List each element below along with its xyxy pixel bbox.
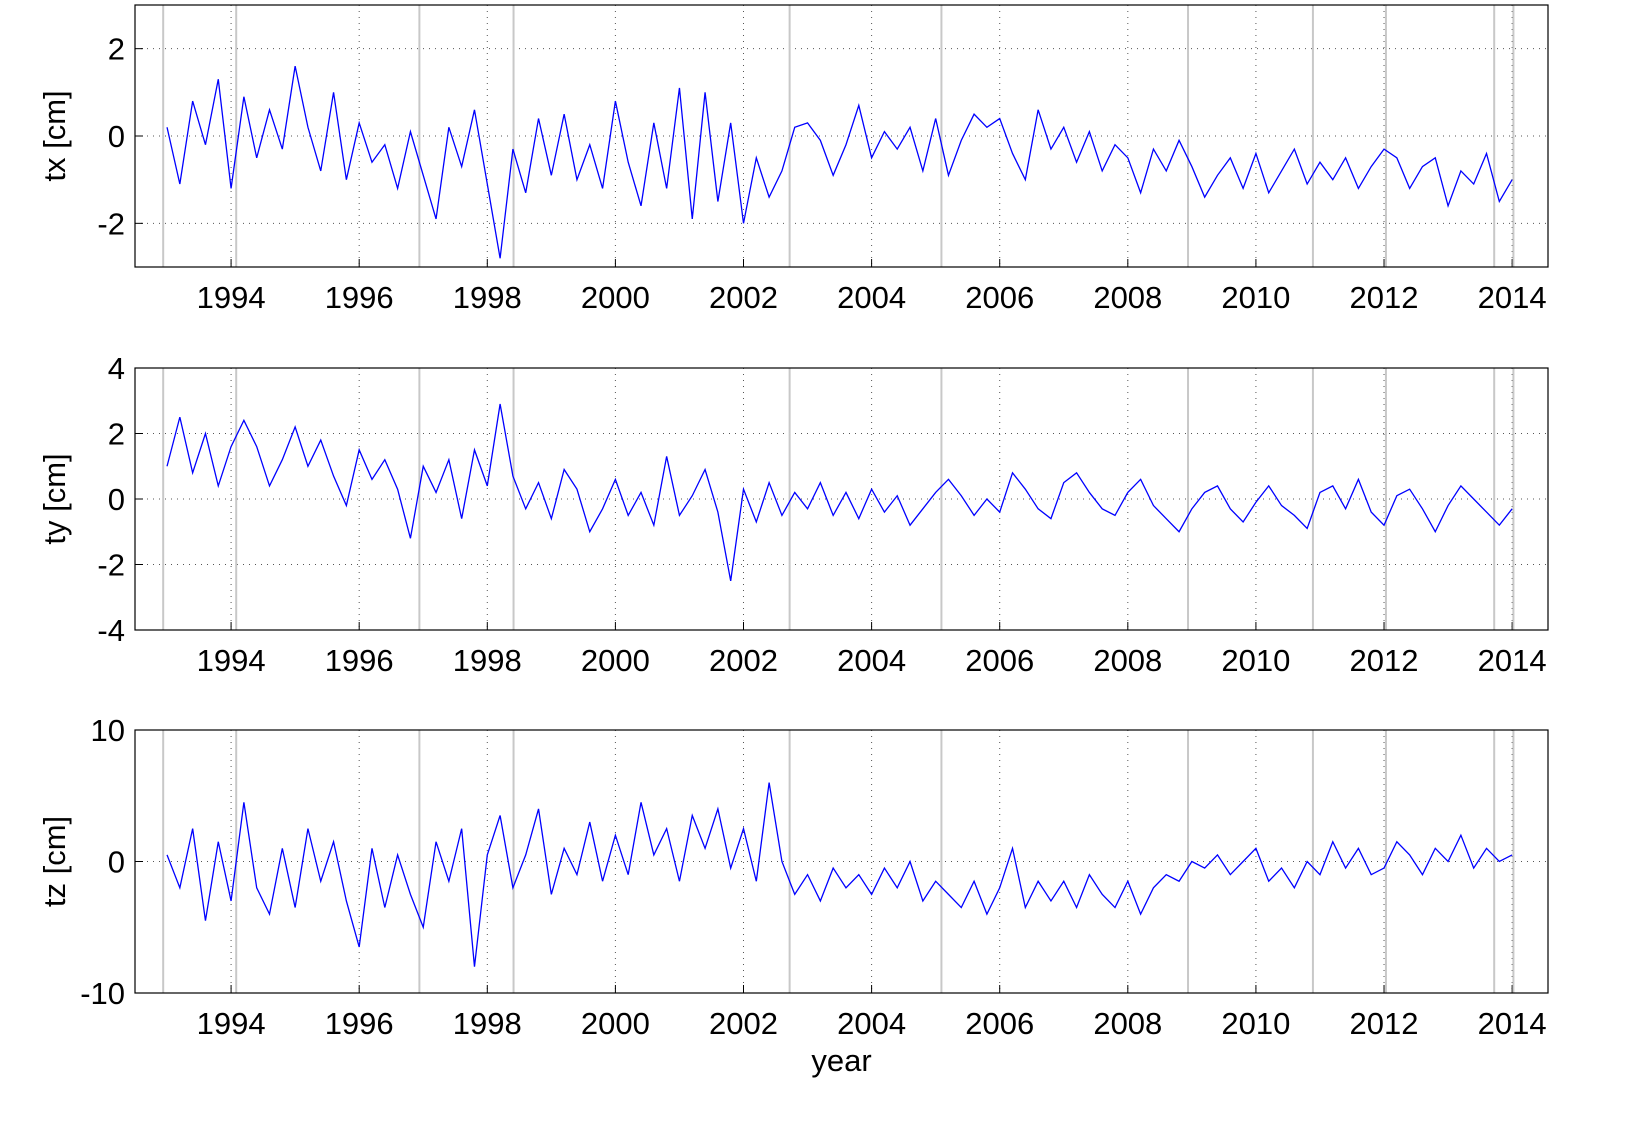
- x-tick-label: 1996: [325, 1006, 394, 1041]
- y-axis-label: ty [cm]: [37, 453, 72, 544]
- x-tick-label: 2014: [1478, 643, 1547, 678]
- x-tick-label: 1998: [453, 643, 522, 678]
- x-tick-label: 1996: [325, 643, 394, 678]
- x-tick-label: 2014: [1478, 1006, 1547, 1041]
- x-tick-label: 1998: [453, 280, 522, 315]
- x-axis-label: year: [811, 1043, 871, 1078]
- x-tick-label: 2006: [965, 1006, 1034, 1041]
- x-tick-label: 2014: [1478, 280, 1547, 315]
- x-tick-label: 1994: [197, 280, 266, 315]
- x-tick-label: 1994: [197, 1006, 266, 1041]
- data-line: [166, 403, 1513, 581]
- y-tick-label: 0: [108, 482, 125, 517]
- axes-frame: [134, 4, 1549, 268]
- x-tick-label: 2002: [709, 280, 778, 315]
- y-tick-label: -2: [97, 548, 125, 583]
- axes-frame: [134, 367, 1549, 631]
- y-tick-label: 0: [108, 119, 125, 154]
- x-tick-label: 2010: [1221, 280, 1290, 315]
- y-tick-label: 2: [108, 417, 125, 452]
- plot-area: [135, 5, 1548, 267]
- x-tick-label: 2010: [1221, 643, 1290, 678]
- x-tick-label: 2008: [1093, 280, 1162, 315]
- x-tick-label: 2010: [1221, 1006, 1290, 1041]
- x-tick-label: 2000: [581, 1006, 650, 1041]
- y-tick-label: -10: [80, 976, 125, 1011]
- x-tick-label: 2012: [1350, 280, 1419, 315]
- x-tick-label: 1996: [325, 280, 394, 315]
- y-tick-label: 0: [108, 845, 125, 880]
- x-tick-label: 2006: [965, 280, 1034, 315]
- plot-area: [135, 368, 1548, 630]
- y-tick-label: 2: [108, 32, 125, 67]
- x-tick-label: 2008: [1093, 1006, 1162, 1041]
- x-tick-label: 2008: [1093, 643, 1162, 678]
- x-tick-label: 1994: [197, 643, 266, 678]
- data-line: [166, 782, 1513, 967]
- y-axis-label: tz [cm]: [37, 816, 72, 907]
- y-axis-label: tx [cm]: [37, 90, 72, 181]
- x-tick-label: 2002: [709, 1006, 778, 1041]
- y-tick-label: -4: [97, 613, 125, 648]
- y-tick-label: 4: [108, 351, 125, 386]
- x-tick-label: 2004: [837, 280, 906, 315]
- x-tick-label: 2012: [1350, 1006, 1419, 1041]
- plot-area: [135, 730, 1548, 993]
- axes-frame: [134, 729, 1549, 994]
- x-tick-label: 2000: [581, 280, 650, 315]
- data-line: [166, 65, 1513, 259]
- x-tick-label: 2004: [837, 1006, 906, 1041]
- x-tick-label: 2002: [709, 643, 778, 678]
- x-tick-label: 2012: [1350, 643, 1419, 678]
- y-tick-label: -2: [97, 206, 125, 241]
- x-tick-label: 2000: [581, 643, 650, 678]
- x-tick-label: 1998: [453, 1006, 522, 1041]
- x-tick-label: 2004: [837, 643, 906, 678]
- x-tick-label: 2006: [965, 643, 1034, 678]
- y-tick-label: 10: [91, 713, 125, 748]
